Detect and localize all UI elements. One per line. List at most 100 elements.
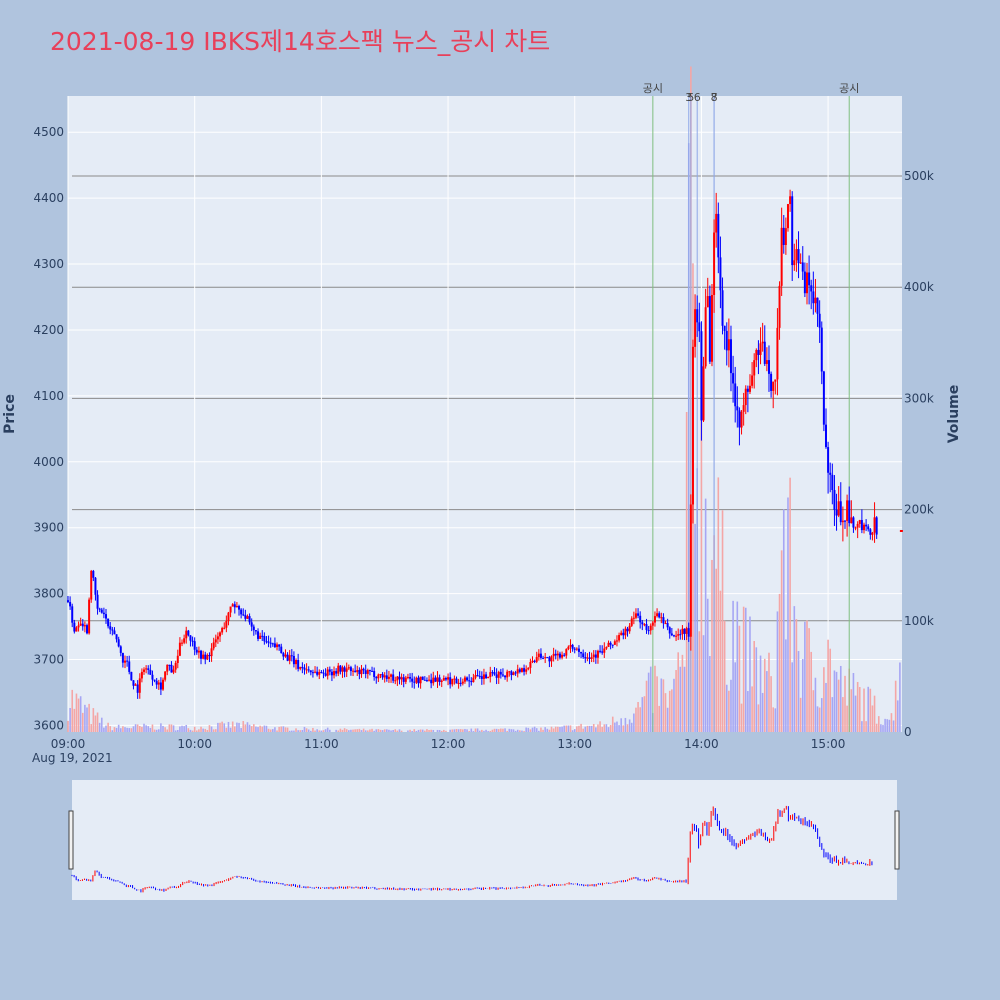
y-tick-label: 4300 <box>33 257 64 271</box>
range-slider-handle-right[interactable] <box>894 810 900 870</box>
volume-bar <box>130 728 133 732</box>
candle-body <box>343 667 346 672</box>
volume-bar <box>88 703 90 732</box>
volume-bar <box>542 729 544 732</box>
candle-body <box>710 294 713 362</box>
candle-body <box>459 682 462 684</box>
volume-bar <box>738 625 741 732</box>
volume-bar <box>799 697 802 732</box>
volume-bar <box>595 727 597 732</box>
candle-body <box>189 635 192 641</box>
volume-bar <box>443 729 445 732</box>
candle-body <box>677 634 680 636</box>
volume-bar <box>863 688 865 732</box>
candle-body <box>542 657 545 659</box>
volume-bar <box>814 677 817 732</box>
candle-body <box>780 227 783 286</box>
candle-body <box>571 644 574 649</box>
candle-body <box>493 672 496 675</box>
volume-bar <box>578 725 580 732</box>
candle-body <box>128 661 131 672</box>
volume-bar <box>238 722 240 732</box>
candle-body <box>729 339 732 374</box>
candle-body <box>626 628 629 632</box>
volume-bar <box>628 719 631 732</box>
volume-bar <box>837 679 840 732</box>
candle-body <box>81 623 84 627</box>
y-tick-label: 4100 <box>33 389 64 403</box>
volume-bar <box>620 718 622 732</box>
volume-bar <box>842 697 844 732</box>
candle-body <box>603 648 606 653</box>
candle-body <box>858 520 861 524</box>
candle-body <box>94 577 97 595</box>
candle-body <box>242 614 245 616</box>
candle-body <box>586 657 589 659</box>
y2-tick-label: 300k <box>904 391 934 405</box>
volume-bar <box>267 728 270 732</box>
volume-bar <box>719 590 722 732</box>
candle-body <box>284 654 287 657</box>
volume-bar <box>181 725 183 732</box>
candle-body <box>765 360 768 364</box>
y2-tick-label: 400k <box>904 280 934 294</box>
candle-body <box>90 570 93 600</box>
volume-bar <box>751 686 753 732</box>
candle-body <box>204 654 207 660</box>
candle-body <box>865 524 868 527</box>
candle-body <box>100 609 103 613</box>
candle-body <box>149 669 152 675</box>
candle-body <box>463 677 466 682</box>
volume-bar <box>151 724 154 732</box>
volume-bar <box>734 662 736 732</box>
volume-bar <box>789 477 791 732</box>
candle-body <box>869 529 872 535</box>
volume-bar <box>71 689 74 732</box>
candle-body <box>238 606 241 610</box>
volume-bar <box>896 700 899 732</box>
volume-bar <box>820 698 823 732</box>
volume-bar <box>221 721 223 732</box>
volume-bar <box>145 725 147 732</box>
candle-body <box>413 681 416 683</box>
candle-body <box>417 677 420 684</box>
candle-body <box>185 630 188 639</box>
range-slider[interactable] <box>68 780 900 900</box>
range-slider-handle-left[interactable] <box>68 810 74 870</box>
candle-body <box>615 640 618 642</box>
range-slider-bg[interactable] <box>72 780 897 900</box>
volume-bar <box>559 726 561 732</box>
candle-body <box>421 676 424 680</box>
volume-bar <box>576 726 578 732</box>
candle-body <box>368 670 371 672</box>
volume-bar <box>569 725 572 732</box>
candle-body <box>88 599 91 634</box>
annotation-label: 6 <box>694 91 701 104</box>
volume-bar <box>630 722 633 732</box>
candle-body <box>181 642 184 644</box>
volume-bar <box>609 724 612 732</box>
x-tick-label: 12:00 <box>431 737 466 751</box>
volume-bar <box>360 730 363 732</box>
volume-bar <box>732 600 734 732</box>
volume-bar <box>561 726 563 732</box>
candle-body <box>221 628 224 633</box>
candle-body <box>668 627 671 634</box>
volume-bar <box>132 726 135 732</box>
candle-body <box>508 671 511 673</box>
volume-bar <box>257 727 259 732</box>
volume-bar <box>400 730 403 732</box>
volume-bar <box>462 729 464 732</box>
volume-bar <box>318 730 321 732</box>
candle-body <box>159 682 162 690</box>
volume-bar <box>466 729 468 732</box>
volume-bar <box>326 727 329 732</box>
y2-axis-title: Volume <box>946 385 962 444</box>
candle-body <box>419 676 422 684</box>
candle-body <box>451 678 454 685</box>
candle-body <box>394 680 397 682</box>
volume-bar <box>117 724 120 732</box>
candle-body <box>565 649 568 656</box>
volume-bar <box>804 621 806 732</box>
candle-body <box>613 641 616 645</box>
